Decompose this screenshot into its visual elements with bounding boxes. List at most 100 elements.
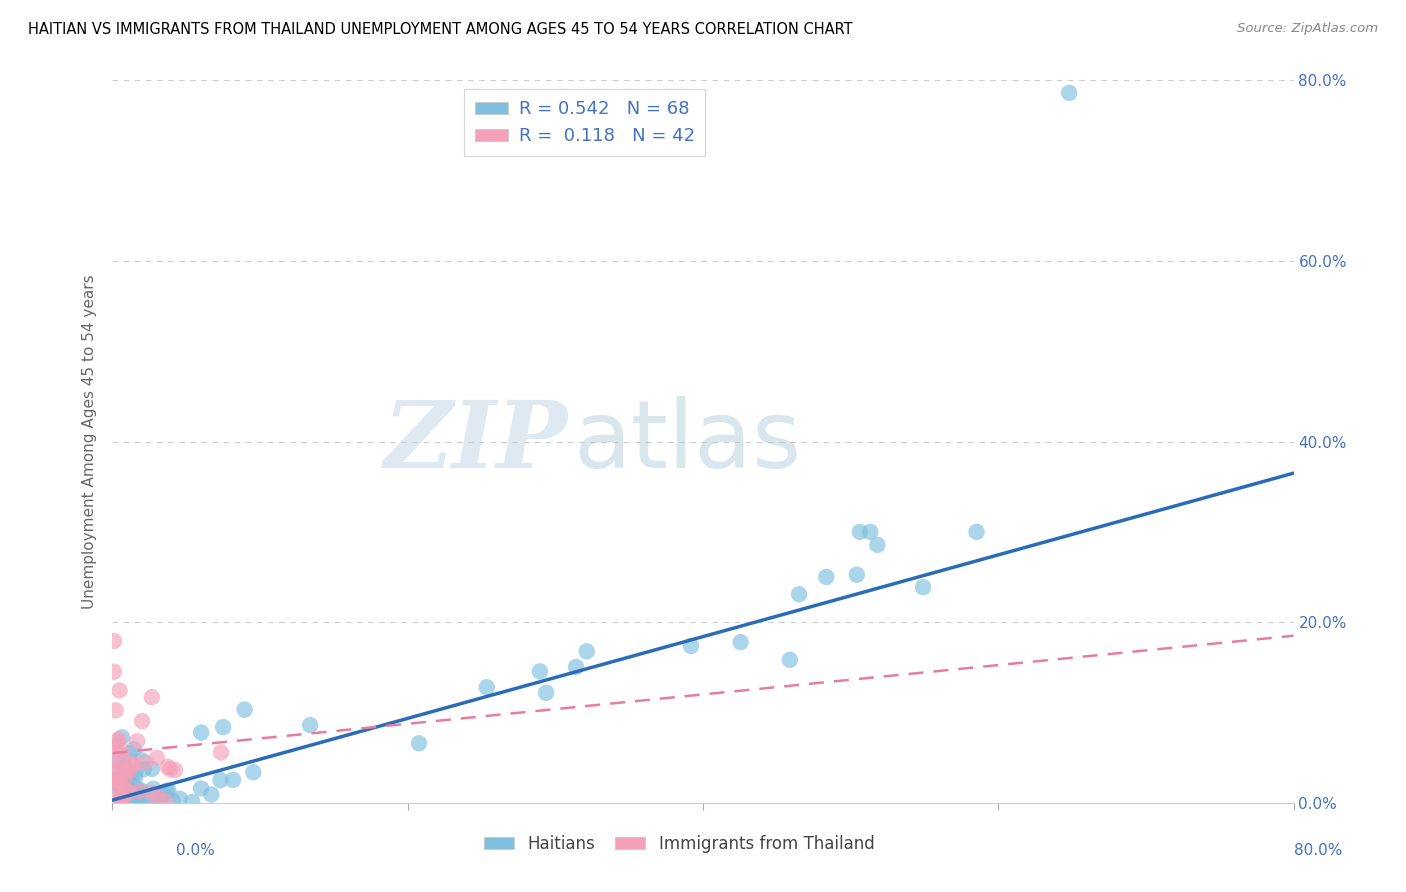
Point bbox=[209, 746, 232, 760]
Point bbox=[209, 773, 232, 788]
Point bbox=[108, 683, 131, 698]
Point bbox=[849, 524, 872, 539]
Point bbox=[114, 769, 136, 783]
Point bbox=[146, 751, 169, 765]
Point bbox=[1057, 86, 1080, 100]
Point bbox=[141, 690, 163, 705]
Point bbox=[121, 757, 143, 772]
Point bbox=[118, 747, 141, 761]
Point bbox=[108, 776, 131, 790]
Point bbox=[129, 783, 152, 797]
Point bbox=[112, 760, 135, 774]
Point bbox=[565, 660, 588, 674]
Point bbox=[190, 781, 212, 796]
Point bbox=[122, 757, 145, 772]
Point bbox=[104, 764, 127, 778]
Point bbox=[124, 771, 146, 785]
Point bbox=[127, 783, 149, 797]
Point bbox=[159, 763, 181, 777]
Point bbox=[110, 770, 132, 784]
Point bbox=[110, 792, 132, 806]
Text: atlas: atlas bbox=[574, 395, 801, 488]
Point bbox=[141, 762, 163, 776]
Point bbox=[149, 791, 172, 805]
Point bbox=[169, 791, 191, 805]
Point bbox=[111, 754, 134, 768]
Point bbox=[155, 783, 177, 797]
Point bbox=[111, 792, 134, 806]
Point bbox=[142, 781, 165, 796]
Y-axis label: Unemployment Among Ages 45 to 54 years: Unemployment Among Ages 45 to 54 years bbox=[82, 274, 97, 609]
Point bbox=[103, 634, 125, 648]
Point bbox=[181, 795, 204, 809]
Point bbox=[124, 779, 146, 793]
Point bbox=[212, 720, 235, 734]
Point bbox=[143, 795, 166, 809]
Point bbox=[107, 754, 129, 768]
Point bbox=[118, 763, 141, 777]
Point bbox=[681, 639, 703, 653]
Point bbox=[190, 725, 212, 739]
Point bbox=[233, 702, 256, 716]
Point bbox=[299, 718, 322, 732]
Point bbox=[118, 786, 141, 800]
Point bbox=[128, 784, 150, 798]
Point bbox=[104, 740, 127, 755]
Point bbox=[125, 765, 148, 780]
Point bbox=[105, 774, 128, 789]
Point bbox=[120, 768, 142, 782]
Point bbox=[107, 732, 129, 747]
Point bbox=[111, 731, 134, 745]
Point bbox=[859, 524, 882, 539]
Point bbox=[135, 789, 157, 804]
Point bbox=[534, 686, 557, 700]
Point bbox=[110, 780, 132, 795]
Point bbox=[131, 714, 153, 728]
Point bbox=[132, 762, 155, 776]
Point bbox=[105, 773, 128, 788]
Point bbox=[103, 747, 125, 761]
Point bbox=[127, 783, 149, 797]
Point bbox=[131, 753, 153, 767]
Point bbox=[146, 790, 169, 805]
Point bbox=[104, 767, 127, 781]
Text: 80.0%: 80.0% bbox=[1295, 843, 1343, 858]
Point bbox=[125, 787, 148, 801]
Text: Source: ZipAtlas.com: Source: ZipAtlas.com bbox=[1237, 22, 1378, 36]
Point bbox=[114, 764, 136, 779]
Point bbox=[112, 779, 135, 793]
Point bbox=[107, 734, 129, 748]
Text: ZIP: ZIP bbox=[382, 397, 567, 486]
Point bbox=[529, 665, 551, 679]
Point bbox=[157, 760, 180, 774]
Point bbox=[141, 786, 163, 800]
Point bbox=[730, 635, 752, 649]
Point bbox=[815, 570, 838, 584]
Point bbox=[966, 524, 988, 539]
Text: HAITIAN VS IMMIGRANTS FROM THAILAND UNEMPLOYMENT AMONG AGES 45 TO 54 YEARS CORRE: HAITIAN VS IMMIGRANTS FROM THAILAND UNEM… bbox=[28, 22, 853, 37]
Point bbox=[104, 779, 127, 793]
Point bbox=[104, 773, 127, 788]
Point bbox=[107, 793, 129, 807]
Point bbox=[575, 644, 598, 658]
Point bbox=[127, 792, 149, 806]
Legend: Haitians, Immigrants from Thailand: Haitians, Immigrants from Thailand bbox=[478, 828, 882, 860]
Text: 0.0%: 0.0% bbox=[176, 843, 215, 858]
Point bbox=[200, 788, 222, 802]
Point bbox=[127, 734, 149, 748]
Point bbox=[163, 763, 186, 777]
Point bbox=[408, 736, 430, 750]
Point bbox=[103, 775, 125, 789]
Point bbox=[475, 681, 498, 695]
Point bbox=[117, 781, 139, 796]
Point bbox=[157, 784, 180, 798]
Point bbox=[155, 794, 177, 808]
Point bbox=[118, 786, 141, 800]
Point bbox=[118, 788, 141, 802]
Point bbox=[162, 794, 184, 808]
Point bbox=[105, 782, 128, 797]
Point bbox=[779, 653, 801, 667]
Point bbox=[134, 756, 156, 770]
Point bbox=[124, 795, 146, 809]
Point bbox=[103, 665, 125, 679]
